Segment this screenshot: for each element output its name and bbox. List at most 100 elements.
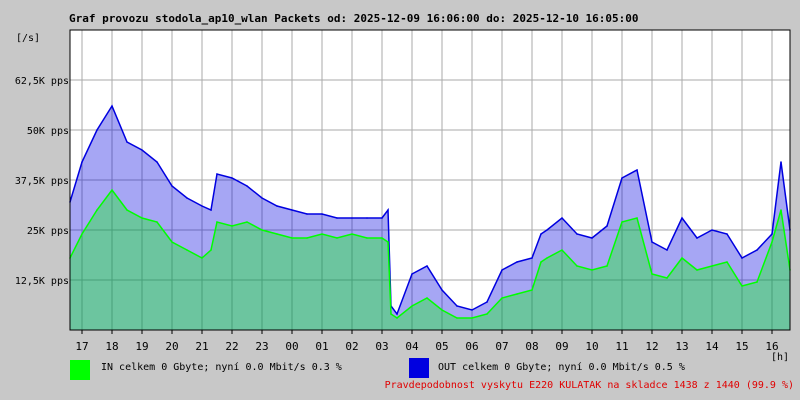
data-point-out [321,213,323,215]
series-line-in [69,188,791,319]
data-point-in [741,285,743,287]
data-point-out [471,309,473,311]
data-point-in [411,305,413,307]
data-point-out [291,209,293,211]
data-point-in [186,249,188,251]
data-point-in [126,209,128,211]
data-point-in [366,237,368,239]
y-tick-label: 25K pps [27,226,69,237]
data-point-in [111,189,113,191]
data-point-out [246,185,248,187]
data-point-in [171,241,173,243]
data-point-in [636,217,638,219]
data-point-out [501,269,503,271]
y-tick-label: 50K pps [27,126,69,137]
data-point-out [711,229,713,231]
data-point-out [756,249,758,251]
y-tick-label: 62,5K pps [15,76,69,87]
data-point-out [201,205,203,207]
x-tick-label: 14 [705,340,719,353]
x-tick-label: 19 [135,340,148,353]
data-point-out [336,217,338,219]
data-point-out [486,301,488,303]
data-point-out [546,229,548,231]
data-point-out [141,149,143,151]
data-point-in [591,269,593,271]
data-point-in [726,261,728,263]
data-point-in [276,233,278,235]
data-point-out [171,185,173,187]
x-tick-label: 10 [585,340,598,353]
data-point-out [651,241,653,243]
data-point-in [456,317,458,319]
data-point-out [366,217,368,219]
data-point-in [291,237,293,239]
data-point-out [681,217,683,219]
data-point-out [96,129,98,131]
data-point-out [156,161,158,163]
data-point-out [456,305,458,307]
data-point-in [96,209,98,211]
data-point-in [246,221,248,223]
x-tick-label: 11 [615,340,628,353]
data-point-in [210,249,212,251]
data-point-in [531,289,533,291]
data-point-in [696,269,698,271]
data-point-in [576,265,578,267]
data-point-out [210,209,212,211]
data-point-out [561,217,563,219]
data-point-in [780,209,782,211]
data-point-in [441,309,443,311]
data-point-out [441,289,443,291]
data-point-in [261,229,263,231]
data-point-in [351,233,353,235]
data-point-in [501,297,503,299]
data-point-in [471,317,473,319]
series-line-out [69,104,791,316]
data-point-out [741,257,743,259]
x-tick-label: 04 [405,340,419,353]
data-point-out [231,177,233,179]
x-tick-label: 08 [525,340,538,353]
data-point-out [540,233,542,235]
x-tick-label: 17 [75,340,88,353]
x-tick-label: 03 [375,340,388,353]
x-tick-label: 15 [735,340,748,353]
x-tick-label: 22 [225,340,238,353]
y-axis-label: [/s] [16,33,40,44]
data-point-out [606,225,608,227]
data-point-in [426,297,428,299]
data-point-out [636,169,638,171]
y-tick-label: 37,5K pps [15,176,69,187]
x-tick-label: 07 [495,340,508,353]
data-point-in [666,277,668,279]
data-point-out [381,217,383,219]
data-point-in [546,257,548,259]
data-point-out [411,273,413,275]
x-tick-label: 09 [555,340,568,353]
x-tick-label: 02 [345,340,358,353]
x-tick-label: 23 [255,340,268,353]
data-point-in [306,237,308,239]
data-point-out [126,141,128,143]
data-point-out [276,205,278,207]
data-point-in [756,281,758,283]
data-point-out [726,233,728,235]
data-point-out [81,161,83,163]
data-point-in [336,237,338,239]
availability-note: Pravdepodobnost vyskytu E220 KULATAK na … [384,380,794,391]
data-point-in [540,261,542,263]
x-tick-label: 20 [165,340,178,353]
series-area-in [70,190,790,330]
legend-out-swatch [409,358,429,378]
legend-in-label: IN celkem 0 Gbyte; nyní 0.0 Mbit/s 0.3 % [101,362,342,373]
data-point-in [651,273,653,275]
x-tick-label: 21 [195,340,208,353]
data-point-in [606,265,608,267]
data-point-out [351,217,353,219]
data-point-out [621,177,623,179]
x-axis: 17 18 19 20 21 22 23 00 01 02 03 04 05 06 07 08 09 10 11 12… [75,330,779,353]
data-point-out [591,237,593,239]
chart-title: Graf provozu stodola_ap10_wlan Packets o… [69,12,639,25]
